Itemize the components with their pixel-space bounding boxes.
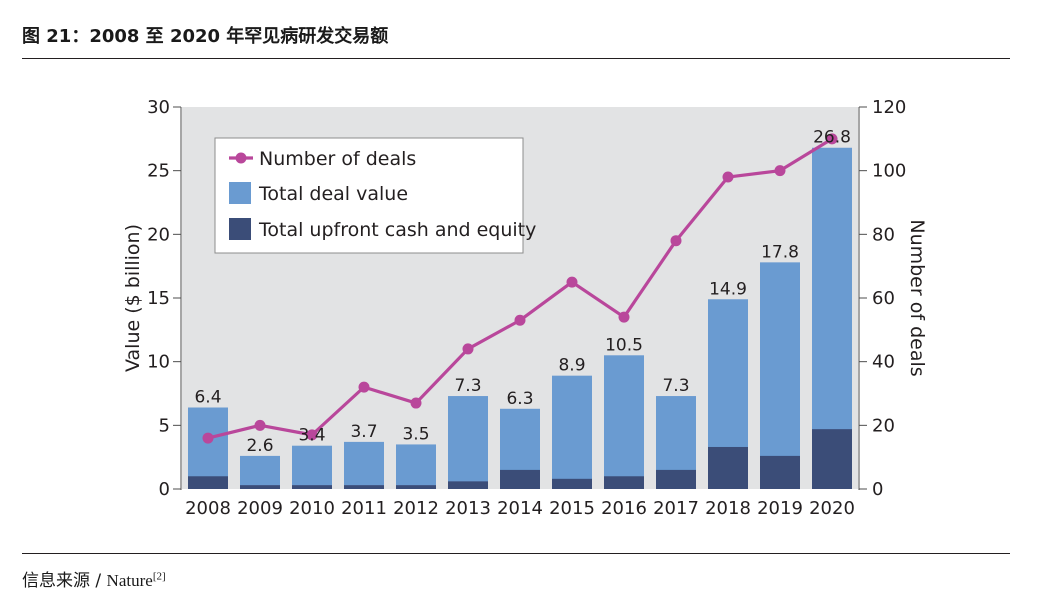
x-tick-label-2018: 2018 (705, 498, 751, 519)
deals-point-2017 (670, 235, 682, 247)
legend: Number of deals Total deal value Total upf… (214, 137, 536, 254)
deals-point-2009 (254, 419, 266, 431)
y-axis-title: Value ($ billion) (122, 224, 144, 372)
upfront-bar-2009 (240, 485, 280, 489)
x-tick-label-2020: 2020 (809, 498, 855, 519)
left-tick-label: 30 (147, 97, 170, 118)
right-tick-label: 80 (872, 224, 895, 245)
data-label-2017: 7.3 (662, 376, 689, 396)
data-label-2008: 6.4 (194, 388, 221, 408)
x-tick-label-2017: 2017 (653, 498, 699, 519)
left-tick-label: 10 (147, 352, 170, 373)
deals-point-2013 (462, 343, 474, 355)
legend-upfront-swatch (229, 218, 251, 240)
upfront-bar-2008 (188, 476, 228, 489)
source-name: Nature (106, 571, 153, 590)
left-tick-label: 15 (147, 288, 170, 309)
total-value-bar-2008 (188, 407, 228, 489)
x-tick-label-2010: 2010 (289, 498, 335, 519)
total-value-bar-2019 (760, 262, 800, 489)
upfront-bar-2012 (396, 485, 436, 489)
data-label-2019: 17.8 (761, 242, 799, 262)
total-value-bar-2011 (344, 441, 384, 489)
data-label-2020: 26.8 (813, 128, 851, 148)
deals-point-2019 (774, 165, 786, 177)
right-tick-label: 120 (872, 97, 906, 118)
upfront-bar-2013 (448, 481, 488, 489)
x-tick-label-2013: 2013 (445, 498, 491, 519)
total-value-bar-2013 (448, 396, 488, 489)
upfront-bar-2014 (500, 469, 540, 489)
right-tick-label: 20 (872, 415, 895, 436)
upfront-bar-2016 (604, 476, 644, 489)
data-label-2015: 8.9 (558, 356, 585, 376)
x-tick-label-2014: 2014 (497, 498, 543, 519)
right-tick-label: 0 (872, 479, 883, 500)
deals-point-2011 (358, 381, 370, 393)
legend-box (214, 137, 524, 254)
left-tick-label: 20 (147, 224, 170, 245)
left-tick-label: 5 (159, 415, 170, 436)
x-tick-label-2015: 2015 (549, 498, 595, 519)
data-label-2009: 2.6 (246, 436, 273, 456)
y2-axis-title: Number of deals (906, 219, 928, 376)
source-note: 信息来源 / Nature[2] (22, 566, 166, 591)
right-tick-label: 40 (872, 352, 895, 373)
deals-point-2020 (826, 133, 838, 145)
deals-point-2014 (514, 314, 526, 326)
upfront-bar-2018 (708, 446, 748, 489)
legend-total-swatch (229, 182, 251, 204)
data-label-2013: 7.3 (454, 376, 481, 396)
left-tick-label: 0 (159, 479, 170, 500)
top-rule (22, 58, 1010, 59)
deals-line-group (202, 133, 838, 444)
right-tick-label: 60 (872, 288, 895, 309)
x-tick-label-2011: 2011 (341, 498, 387, 519)
data-label-2012: 3.5 (402, 424, 429, 444)
data-label-2018: 14.9 (709, 279, 747, 299)
source-reference: [2] (152, 570, 166, 583)
legend-label-upfront: Total upfront cash and equity (258, 219, 536, 241)
total-value-bar-2016 (604, 355, 644, 489)
x-tick-label-2009: 2009 (237, 498, 283, 519)
legend-label-deals: Number of deals (259, 148, 416, 170)
total-value-bar-2015 (552, 375, 592, 489)
upfront-bar-2019 (760, 455, 800, 489)
axes: 0 5 10 15 20 25 30 0 20 40 60 80 100 120 2008 2009 2010 2… (122, 97, 928, 519)
legend-label-total: Total deal value (258, 183, 408, 205)
legend-line-marker (235, 152, 247, 164)
deals-point-2015 (566, 276, 578, 288)
total-value-bar-2010 (292, 445, 332, 489)
deals-point-2012 (410, 397, 422, 409)
upfront-bar-2017 (656, 469, 696, 489)
data-label-2014: 6.3 (506, 389, 533, 409)
x-tick-label-2008: 2008 (185, 498, 231, 519)
total-value-bar-2012 (396, 444, 436, 489)
data-label-2011: 3.7 (350, 422, 377, 442)
left-tick-label: 25 (147, 161, 170, 182)
upfront-bar-2020 (812, 429, 852, 489)
x-tick-label-2012: 2012 (393, 498, 439, 519)
upfront-bars (188, 429, 852, 489)
upfront-bar-2010 (292, 485, 332, 489)
total-value-bar-2009 (240, 455, 280, 489)
bottom-rule (22, 553, 1010, 554)
deals-point-2010 (306, 429, 318, 441)
source-label: 信息来源 / (22, 571, 107, 591)
data-label-2010: 3.4 (298, 426, 325, 446)
figure-title: 图 21：2008 至 2020 年罕见病研发交易额 (22, 26, 389, 47)
deals-point-2018 (722, 171, 734, 183)
data-labels: 6.4 2.6 3.4 3.7 3.5 7.3 6.3 8.9 10.5 7.3 14.9 17.8 2… (194, 128, 850, 456)
x-tick-label-2016: 2016 (601, 498, 647, 519)
upfront-bar-2011 (344, 485, 384, 489)
right-tick-label: 100 (872, 161, 906, 182)
upfront-bar-2015 (552, 478, 592, 489)
deals-point-2016 (618, 311, 630, 323)
deals-point-2008 (202, 432, 214, 444)
data-label-2016: 10.5 (605, 335, 643, 355)
x-tick-label-2019: 2019 (757, 498, 803, 519)
